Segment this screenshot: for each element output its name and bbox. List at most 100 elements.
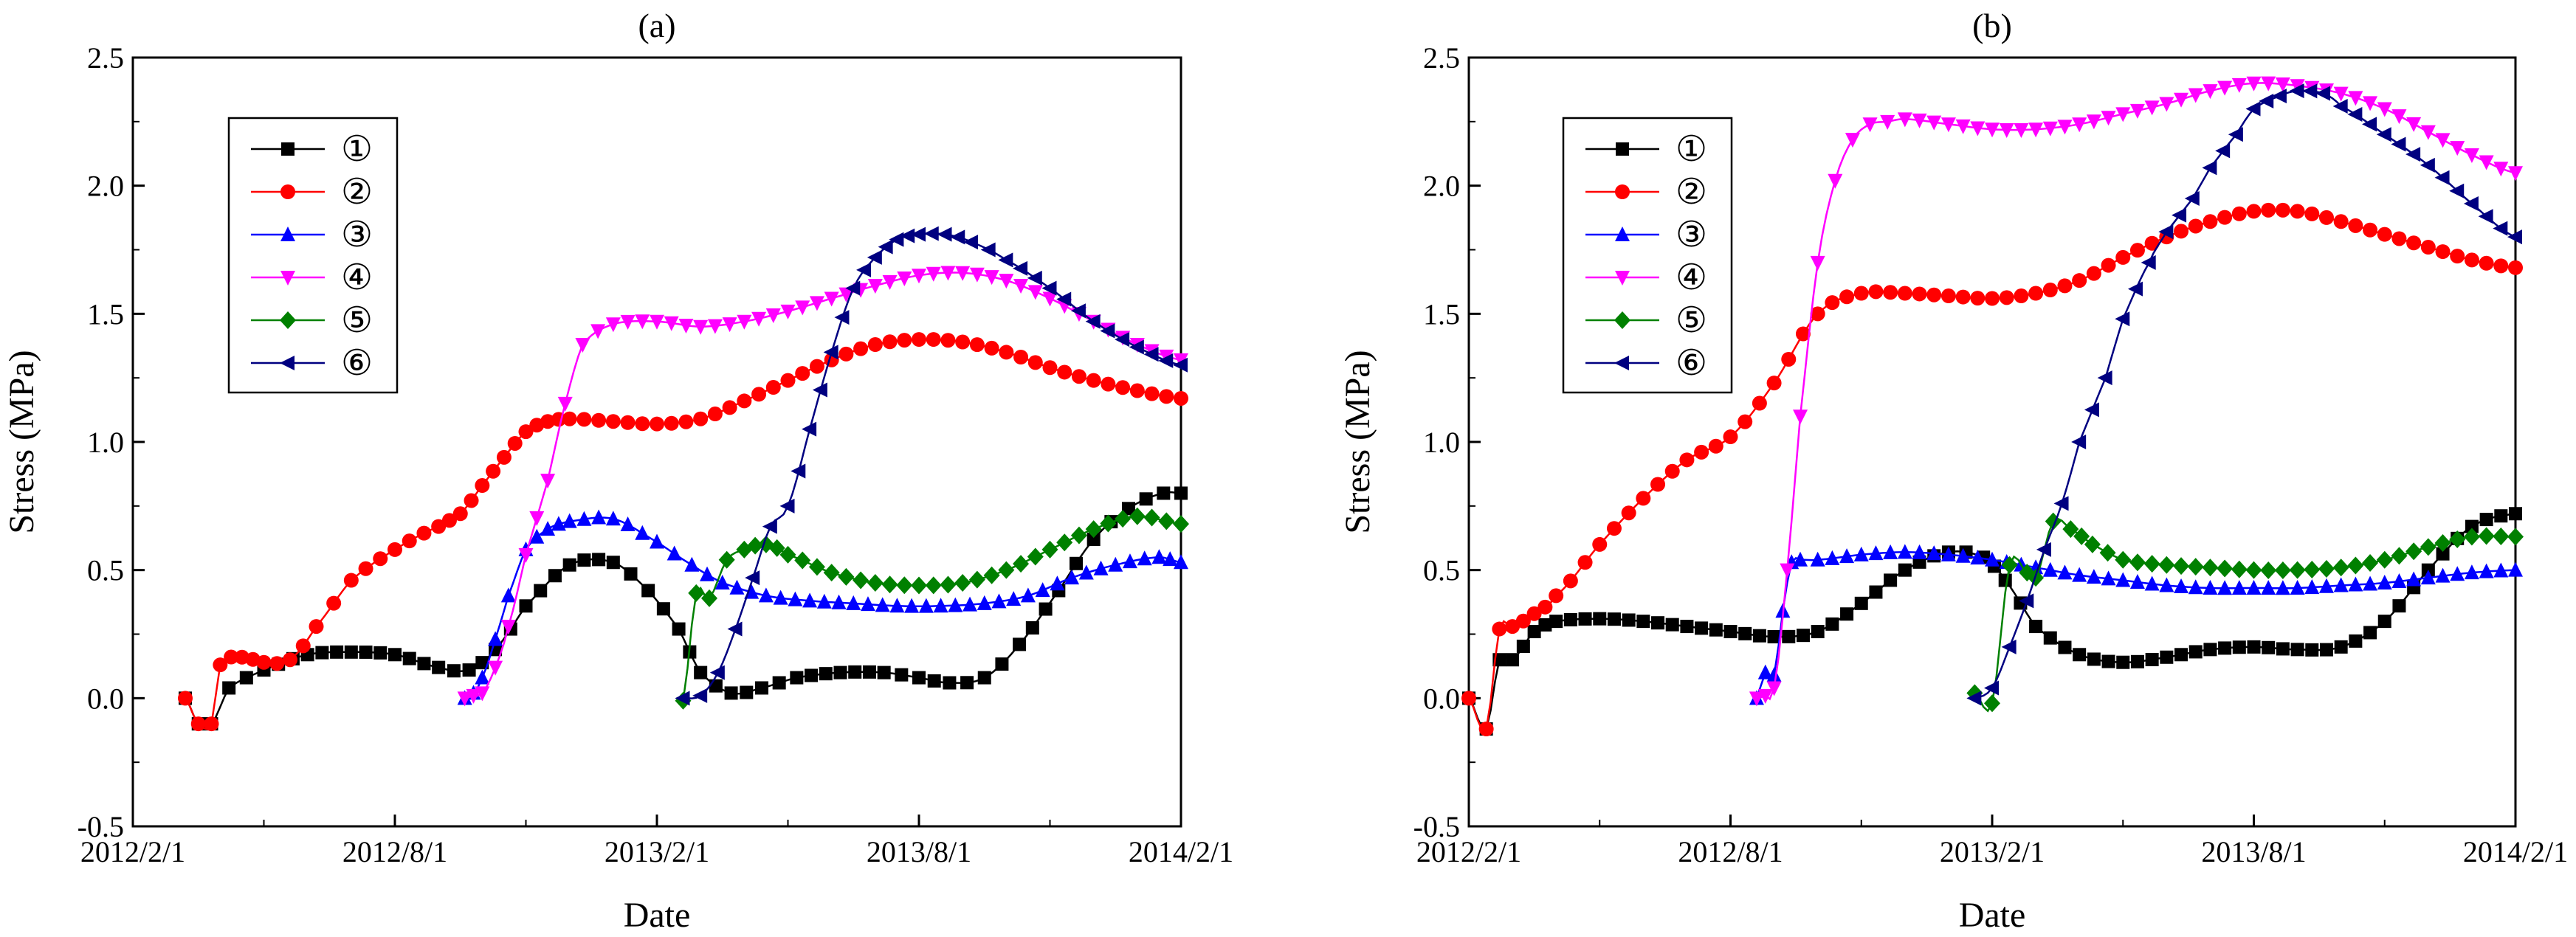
marker-square	[819, 667, 833, 681]
marker-triangle-up	[758, 587, 774, 603]
marker-triangle-down	[780, 304, 796, 319]
marker-circle	[2275, 202, 2290, 218]
series-5	[675, 507, 1189, 710]
marker-circle	[678, 414, 694, 429]
marker-triangle-down	[1828, 173, 1843, 189]
marker-square	[790, 671, 804, 685]
marker-triangle-left	[2228, 127, 2243, 142]
marker-circle	[1606, 521, 1622, 536]
marker-triangle-up	[2348, 576, 2363, 592]
marker-triangle-up	[831, 594, 847, 609]
marker-circle	[2377, 227, 2392, 242]
marker-triangle-down	[2014, 123, 2029, 139]
marker-circle	[1505, 619, 1521, 635]
y-tick-label: 0.0	[87, 682, 124, 715]
marker-circle	[1515, 613, 1531, 629]
marker-triangle-down	[1955, 119, 1971, 134]
marker-circle	[1868, 284, 1884, 300]
marker-diamond	[2347, 556, 2364, 575]
marker-circle	[256, 654, 272, 670]
marker-triangle-up	[875, 597, 890, 612]
marker-triangle-left	[779, 498, 795, 514]
marker-circle	[507, 435, 523, 451]
marker-square	[534, 584, 548, 598]
marker-square	[2029, 620, 2043, 634]
marker-diamond	[1984, 694, 2000, 713]
marker-triangle-left	[1173, 357, 1188, 373]
marker-square	[641, 584, 655, 598]
marker-circle	[1526, 606, 1542, 621]
x-tick-label: 2013/8/1	[2201, 835, 2306, 868]
marker-circle	[1897, 286, 1912, 301]
marker-square	[1139, 492, 1153, 506]
marker-triangle-down	[882, 274, 898, 290]
marker-triangle-up	[2363, 575, 2378, 591]
marker-triangle-down	[1615, 271, 1630, 286]
marker-circle	[2304, 206, 2320, 221]
marker-triangle-down	[912, 269, 926, 284]
marker-square	[1767, 629, 1781, 643]
marker-diamond	[2099, 544, 2116, 562]
marker-square	[1025, 621, 1039, 635]
marker-triangle-down	[1862, 117, 1878, 133]
marker-diamond	[1129, 507, 1146, 525]
marker-square	[1665, 618, 1679, 632]
marker-triangle-left	[878, 239, 893, 255]
x-axis-title: Date	[624, 896, 691, 935]
marker-triangle-up	[1064, 570, 1080, 585]
marker-triangle-down	[540, 474, 556, 489]
marker-circle	[2420, 240, 2436, 255]
marker-square	[895, 668, 909, 682]
marker-triangle-down	[2261, 76, 2276, 91]
marker-triangle-left	[745, 570, 760, 586]
chart-title: (a)	[638, 7, 675, 44]
legend-label: ⑥	[341, 344, 373, 383]
marker-circle	[693, 411, 709, 426]
marker-triangle-down	[2377, 102, 2392, 117]
marker-triangle-up	[1985, 551, 2000, 567]
marker-triangle-up	[1940, 546, 1956, 561]
marker-diamond	[2001, 556, 2018, 574]
marker-triangle-down	[926, 266, 941, 282]
marker-circle	[416, 525, 432, 541]
marker-circle	[1926, 287, 1942, 302]
marker-circle	[1738, 414, 1753, 429]
marker-triangle-down	[1897, 112, 1912, 128]
marker-diamond	[2434, 534, 2451, 553]
marker-triangle-up	[1757, 664, 1773, 680]
marker-triangle-down	[2391, 109, 2407, 125]
series-line	[464, 272, 1182, 699]
marker-diamond	[1115, 510, 1132, 528]
marker-triangle-down	[2129, 103, 2145, 119]
marker-square	[2479, 513, 2493, 527]
marker-circle	[1492, 621, 1507, 637]
marker-triangle-down	[1985, 122, 2000, 138]
marker-diamond	[1013, 555, 1030, 573]
marker-square	[1998, 573, 2012, 587]
marker-triangle-up	[1970, 550, 1986, 565]
marker-triangle-left	[709, 665, 725, 680]
marker-square	[1013, 637, 1027, 651]
marker-triangle-left	[2245, 101, 2261, 117]
marker-triangle-up	[2420, 570, 2436, 585]
chart-panel-b: (b) -0.5 0.0 0.5 1.0 1.5 2.0 2.5 2012/2/1 2012/8/…	[1338, 7, 2568, 935]
marker-circle	[765, 380, 781, 395]
marker-triangle-left	[1085, 314, 1101, 329]
marker-circle	[178, 691, 193, 706]
marker-triangle-up	[1151, 549, 1167, 564]
marker-circle	[431, 519, 447, 534]
y-axis-title: Stress (MPa)	[2, 350, 41, 533]
marker-triangle-up	[2231, 580, 2247, 595]
marker-circle	[1159, 389, 1174, 404]
marker-circle	[2042, 283, 2058, 298]
legend-label: ③	[341, 215, 373, 255]
marker-circle	[1461, 691, 1476, 706]
marker-triangle-down	[1749, 691, 1764, 707]
marker-square	[877, 665, 891, 680]
marker-triangle-down	[2406, 117, 2422, 132]
marker-circle	[984, 340, 999, 356]
marker-circle	[1621, 505, 1636, 521]
marker-circle	[2072, 273, 2087, 288]
marker-triangle-down	[984, 270, 999, 286]
x-axis-title: Date	[1959, 896, 2026, 935]
